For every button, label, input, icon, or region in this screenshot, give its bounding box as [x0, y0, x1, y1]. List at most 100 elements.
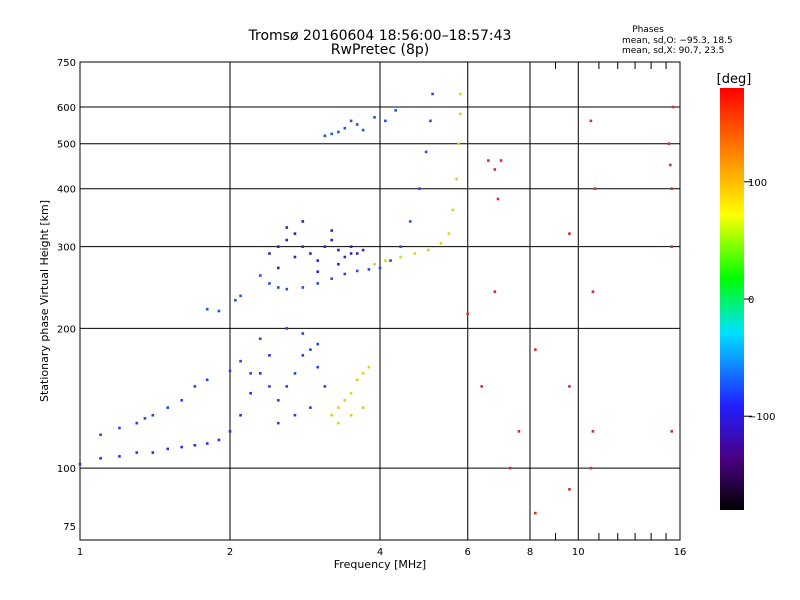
- data-point: [337, 406, 340, 409]
- data-point: [361, 248, 365, 252]
- colorbar-unit-label: [deg]: [717, 72, 752, 87]
- data-point: [285, 238, 289, 242]
- data-point: [258, 372, 262, 375]
- data-point: [459, 112, 462, 116]
- data-point: [367, 268, 371, 271]
- data-point: [293, 372, 297, 375]
- data-point: [285, 327, 289, 330]
- y-tick-label: 400: [57, 185, 76, 196]
- data-point: [166, 447, 170, 451]
- data-point: [249, 391, 252, 395]
- data-point: [418, 187, 421, 190]
- data-point: [466, 312, 470, 316]
- data-points: [78, 92, 675, 515]
- y-tick-label: 750: [57, 58, 76, 69]
- data-point: [301, 332, 305, 335]
- data-point: [151, 451, 155, 454]
- data-point: [669, 163, 672, 167]
- data-point: [589, 119, 593, 123]
- data-point: [349, 245, 353, 248]
- data-point: [384, 259, 387, 262]
- data-point: [568, 488, 571, 491]
- y-tick-label: 100: [57, 464, 76, 475]
- data-point: [166, 406, 170, 409]
- data-point: [193, 385, 197, 388]
- data-point: [670, 187, 674, 190]
- data-point: [276, 266, 280, 270]
- data-point: [361, 372, 365, 375]
- data-point: [343, 255, 347, 259]
- chart-subtitle: RwPretec (8p): [331, 42, 429, 58]
- data-point: [330, 238, 334, 242]
- data-point: [217, 438, 221, 442]
- data-point: [258, 337, 262, 341]
- data-point: [143, 417, 147, 420]
- x-tick-label: 2: [227, 547, 233, 558]
- data-point: [118, 455, 121, 458]
- data-point: [589, 466, 593, 470]
- grid-lines: [80, 62, 680, 540]
- data-point: [499, 159, 503, 162]
- data-point: [180, 445, 184, 449]
- data-point: [670, 430, 674, 433]
- data-point: [431, 92, 434, 96]
- data-point: [337, 130, 340, 134]
- data-point: [337, 262, 340, 266]
- data-point: [205, 307, 209, 311]
- data-point: [323, 385, 327, 388]
- colorbar-tick-label: 0: [748, 295, 754, 306]
- data-point: [330, 413, 334, 417]
- data-point: [316, 365, 320, 369]
- data-point: [268, 282, 271, 285]
- y-tick-label: 500: [57, 140, 76, 151]
- data-point: [135, 421, 139, 425]
- phase-x-stats: mean, sd,X: 90.7, 23.5: [622, 46, 724, 56]
- colorbar-ticks: 100 0 −100: [744, 178, 775, 423]
- data-point: [355, 252, 359, 255]
- data-point: [451, 208, 455, 212]
- data-point: [399, 255, 402, 259]
- data-point: [517, 430, 521, 433]
- data-point: [309, 348, 312, 351]
- data-point: [426, 248, 430, 252]
- data-point: [301, 245, 305, 248]
- data-point: [285, 287, 289, 291]
- data-point: [301, 286, 305, 289]
- data-point: [293, 255, 297, 259]
- data-point: [180, 398, 184, 402]
- data-point: [439, 242, 443, 245]
- data-point: [349, 391, 353, 395]
- data-point: [330, 229, 334, 232]
- data-point: [568, 232, 571, 235]
- data-point: [337, 421, 340, 425]
- data-point: [268, 354, 271, 357]
- data-point: [384, 119, 387, 123]
- data-point: [276, 245, 280, 248]
- data-point: [343, 126, 347, 130]
- x-tick-label: 4: [377, 547, 383, 558]
- data-point: [323, 245, 327, 248]
- colorbar-tick-label: −100: [748, 412, 775, 423]
- y-tick-label: 75: [63, 522, 76, 533]
- data-point: [285, 226, 289, 229]
- data-point: [99, 456, 102, 460]
- data-point: [330, 277, 334, 280]
- data-point: [249, 372, 252, 375]
- data-point: [389, 259, 392, 262]
- y-tick-label: 600: [57, 103, 76, 114]
- data-point: [293, 232, 297, 235]
- data-point: [447, 232, 451, 235]
- data-point: [408, 220, 412, 223]
- data-point: [323, 134, 327, 138]
- data-point: [205, 442, 209, 445]
- chart-title: Tromsø 20160604 18:56:00–18:57:43: [248, 28, 512, 44]
- colorbar-tick-label: 100: [748, 178, 767, 189]
- data-point: [361, 128, 365, 132]
- data-point: [217, 309, 221, 313]
- data-point: [493, 290, 497, 293]
- data-point: [349, 252, 353, 255]
- data-point: [268, 385, 271, 388]
- data-point: [239, 359, 242, 363]
- x-tick-label: 16: [674, 547, 687, 558]
- data-point: [316, 282, 320, 285]
